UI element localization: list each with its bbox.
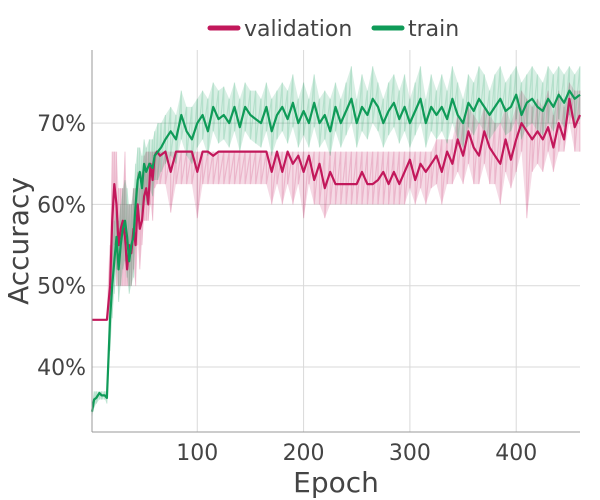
x-tick-label: 200 <box>283 441 325 466</box>
noise-band-train <box>92 66 580 416</box>
legend-label-validation: validation <box>244 17 352 42</box>
tick-labels: 40% 50% 60% 70% 100 200 300 400 <box>37 112 537 466</box>
noise-trace-validation <box>92 82 581 321</box>
grid <box>92 50 580 432</box>
series-line-train <box>90 89 581 412</box>
legend: validation train <box>207 17 459 42</box>
y-tick-label: 60% <box>37 193 86 218</box>
y-tick-label: 40% <box>37 356 86 381</box>
x-tick-label: 400 <box>495 441 537 466</box>
series-lines <box>90 89 582 412</box>
x-tick-label: 100 <box>176 441 218 466</box>
x-axis-title: Epoch <box>293 466 379 499</box>
axes <box>91 50 580 433</box>
y-axis-title: Accuracy <box>2 177 35 305</box>
x-tick-label: 300 <box>389 441 431 466</box>
series-line-validation <box>92 97 582 321</box>
noise-trace-train <box>91 66 581 416</box>
y-tick-label: 50% <box>37 275 86 300</box>
noise-bands <box>91 66 581 416</box>
y-tick-label: 70% <box>37 112 86 137</box>
legend-label-train: train <box>408 17 459 42</box>
